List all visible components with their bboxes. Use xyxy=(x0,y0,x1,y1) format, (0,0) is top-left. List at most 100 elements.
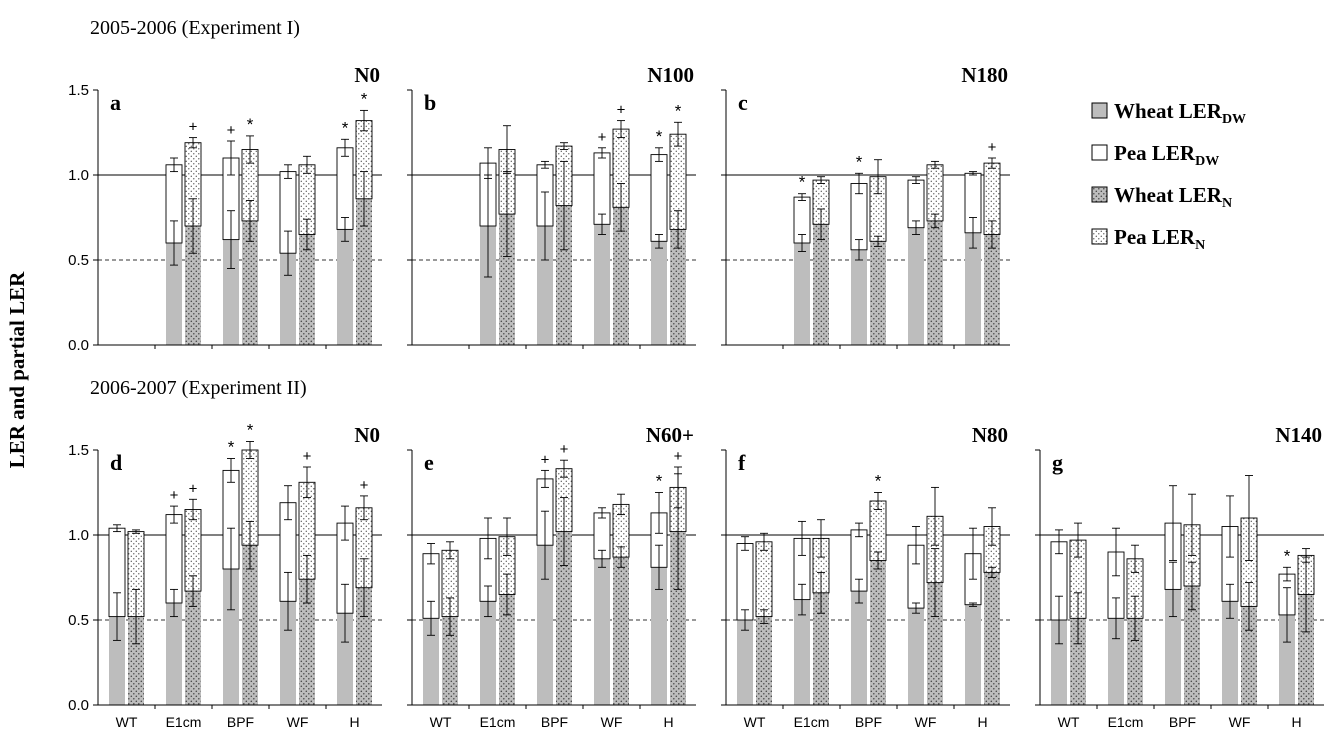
error-bar-wheat xyxy=(817,571,825,614)
error-bar-wheat xyxy=(988,566,996,578)
bar-wheat-n xyxy=(242,220,258,345)
bar-wheat-dw xyxy=(480,226,496,345)
x-tick-label: WT xyxy=(744,714,766,730)
error-bar-wheat xyxy=(284,571,292,631)
bar-wheat-n xyxy=(499,594,515,705)
bar-wheat-n xyxy=(984,572,1000,705)
panel-letter: a xyxy=(110,90,121,115)
error-bar-wheat xyxy=(598,549,606,568)
bar-wheat-n xyxy=(299,579,315,705)
error-bar-total xyxy=(284,164,292,179)
significance-mark: * xyxy=(856,152,863,171)
x-tick-label: BPF xyxy=(855,714,882,730)
bar-pea-n xyxy=(755,541,773,618)
chart-panel-b: + + * * b N100 xyxy=(407,63,696,349)
error-bar-total xyxy=(503,125,511,174)
error-bar-wheat xyxy=(303,554,311,604)
bar-wheat-dw xyxy=(1165,589,1181,705)
bar-wheat-n xyxy=(870,241,886,345)
error-bar-total xyxy=(931,160,939,169)
x-tick-label: BPF xyxy=(227,714,254,730)
x-tick-label: H xyxy=(349,714,359,730)
error-bar-wheat xyxy=(912,602,920,614)
error-bar-wheat xyxy=(598,213,606,235)
bar-wheat-dw xyxy=(337,229,353,345)
error-bar-wheat xyxy=(655,234,663,249)
bar-wheat-n xyxy=(813,224,829,345)
panel-title: N0 xyxy=(354,423,380,447)
error-bar-total xyxy=(817,519,825,558)
x-tick-label: BPF xyxy=(1169,714,1196,730)
error-bar-total xyxy=(341,505,349,541)
y-tick-label: 0.0 xyxy=(68,337,89,354)
error-bar-wheat xyxy=(1283,587,1291,643)
x-tick-label: WF xyxy=(287,714,309,730)
bar-wheat-n xyxy=(756,616,772,705)
bar-wheat-dw xyxy=(109,616,125,705)
error-bar-wheat xyxy=(1169,561,1177,618)
legend-label-main: Pea LER xyxy=(1114,141,1196,165)
significance-mark: * xyxy=(361,89,368,108)
error-bar-wheat xyxy=(855,578,863,604)
bar-wheat-dw xyxy=(166,603,182,705)
error-bar-total xyxy=(1074,522,1082,558)
error-bar-total xyxy=(1283,566,1291,582)
bar-wheat-dw xyxy=(851,249,867,345)
error-bar-total xyxy=(855,172,863,195)
legend-swatch xyxy=(1091,102,1108,119)
chart-panel-g: * WT E1cm BPF WF Hg N140 xyxy=(1035,423,1324,730)
significance-mark: + xyxy=(303,448,312,465)
x-tick-label: BPF xyxy=(541,714,568,730)
error-bar-total xyxy=(912,176,920,184)
significance-mark: * xyxy=(799,173,806,192)
panel-letter: b xyxy=(424,90,436,115)
error-bar-wheat xyxy=(617,183,625,232)
bar-wheat-n xyxy=(356,198,372,345)
y-tick-label: 1.0 xyxy=(68,527,89,544)
bar-wheat-dw xyxy=(423,618,439,705)
error-bar-total xyxy=(503,517,511,556)
bar-wheat-n xyxy=(442,616,458,705)
error-bar-total xyxy=(988,507,996,546)
error-bar-wheat xyxy=(931,548,939,618)
significance-mark: + xyxy=(560,441,569,458)
error-bar-wheat xyxy=(798,234,806,252)
error-bar-wheat xyxy=(1055,595,1063,645)
error-bar-total xyxy=(760,532,768,551)
legend-label-main: Pea LER xyxy=(1114,225,1196,249)
error-bar-wheat xyxy=(189,575,197,607)
error-bar-total xyxy=(1169,485,1177,561)
legend-label: Pea LERDW xyxy=(1114,141,1219,169)
significance-mark: * xyxy=(1284,546,1291,565)
legend-item: Wheat LERDW xyxy=(1091,99,1246,127)
x-tick-label: WT xyxy=(430,714,452,730)
error-bar-total xyxy=(227,458,235,483)
x-tick-label: WT xyxy=(116,714,138,730)
error-bar-wheat xyxy=(969,602,977,607)
error-bar-total xyxy=(874,159,882,195)
error-bar-total xyxy=(227,140,235,176)
panel-letter: d xyxy=(110,450,122,475)
error-bar-total xyxy=(303,466,311,499)
error-bar-wheat xyxy=(484,585,492,618)
error-bar-wheat xyxy=(931,213,939,229)
error-bar-wheat xyxy=(1131,595,1139,641)
bar-wheat-n xyxy=(556,205,572,345)
x-tick-label: E1cm xyxy=(794,714,830,730)
error-bar-wheat xyxy=(1226,583,1234,619)
error-bar-total xyxy=(1302,548,1310,563)
error-bar-total xyxy=(1112,527,1120,577)
error-bar-total xyxy=(246,441,254,459)
bar-pea-dw xyxy=(736,543,754,621)
error-bar-total xyxy=(874,492,882,510)
error-bar-total xyxy=(855,522,863,538)
bar-wheat-dw xyxy=(965,232,981,345)
error-bar-total xyxy=(341,138,349,157)
error-bar-total xyxy=(988,157,996,169)
legend-label-main: Wheat LER xyxy=(1114,183,1223,207)
error-bar-wheat xyxy=(427,600,435,636)
error-bar-total xyxy=(598,507,606,519)
panel-title: N60+ xyxy=(646,423,694,447)
bar-wheat-n xyxy=(556,531,572,705)
error-bar-total xyxy=(617,120,625,139)
